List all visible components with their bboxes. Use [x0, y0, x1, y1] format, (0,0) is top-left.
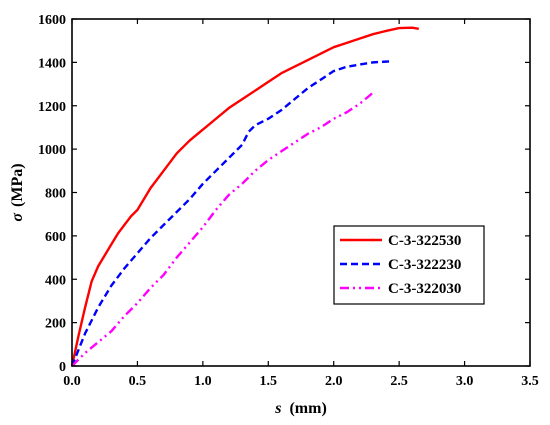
series-line-1: [70, 26, 419, 367]
y-tick-label: 1200: [38, 100, 66, 115]
series-line-3: [71, 91, 374, 367]
y-tick-label: 0: [59, 360, 66, 375]
x-axis-title: s (mm): [274, 400, 327, 417]
y-tick-label: 600: [45, 230, 66, 245]
ticks-layer: 0.0 0.5 1.0 1.5 2.0 2.5 3.0 3.5 0 200 400 600 800 100…: [38, 13, 539, 389]
y-axis-symbol: σ: [9, 213, 26, 222]
x-tick-label: 1.0: [194, 374, 212, 389]
y-tick-label: 200: [45, 317, 66, 332]
x-tick-label: 2.5: [390, 374, 408, 389]
legend: C-3-322530 C-3-322230 C-3-322030: [333, 225, 485, 305]
y-tick-label: 1600: [38, 13, 66, 28]
y-axis-unit: (MPa): [9, 163, 26, 207]
x-tick-label: 0.5: [129, 374, 147, 389]
x-tick-label: 2.0: [325, 374, 343, 389]
x-tick-label: 1.5: [260, 374, 278, 389]
y-axis-title: σ (MPa): [9, 163, 26, 221]
x-tick-label: 0.0: [63, 374, 81, 389]
plot-frame: [71, 18, 531, 367]
y-tick-label: 400: [45, 273, 66, 288]
x-axis-symbol: s: [274, 400, 281, 417]
y-tick-label: 1000: [38, 143, 66, 158]
legend-label-2: C-3-322230: [388, 257, 461, 273]
series-line-2: [70, 60, 393, 367]
x-tick-label: 3.0: [456, 374, 474, 389]
y-tick-label: 1400: [38, 56, 66, 71]
x-axis-unit: (mm): [289, 400, 326, 417]
series-layer: [70, 26, 419, 367]
legend-label-1: C-3-322530: [388, 233, 461, 249]
legend-label-3: C-3-322030: [388, 281, 461, 297]
x-tick-label: 3.5: [521, 374, 539, 389]
y-tick-label: 800: [45, 187, 66, 202]
